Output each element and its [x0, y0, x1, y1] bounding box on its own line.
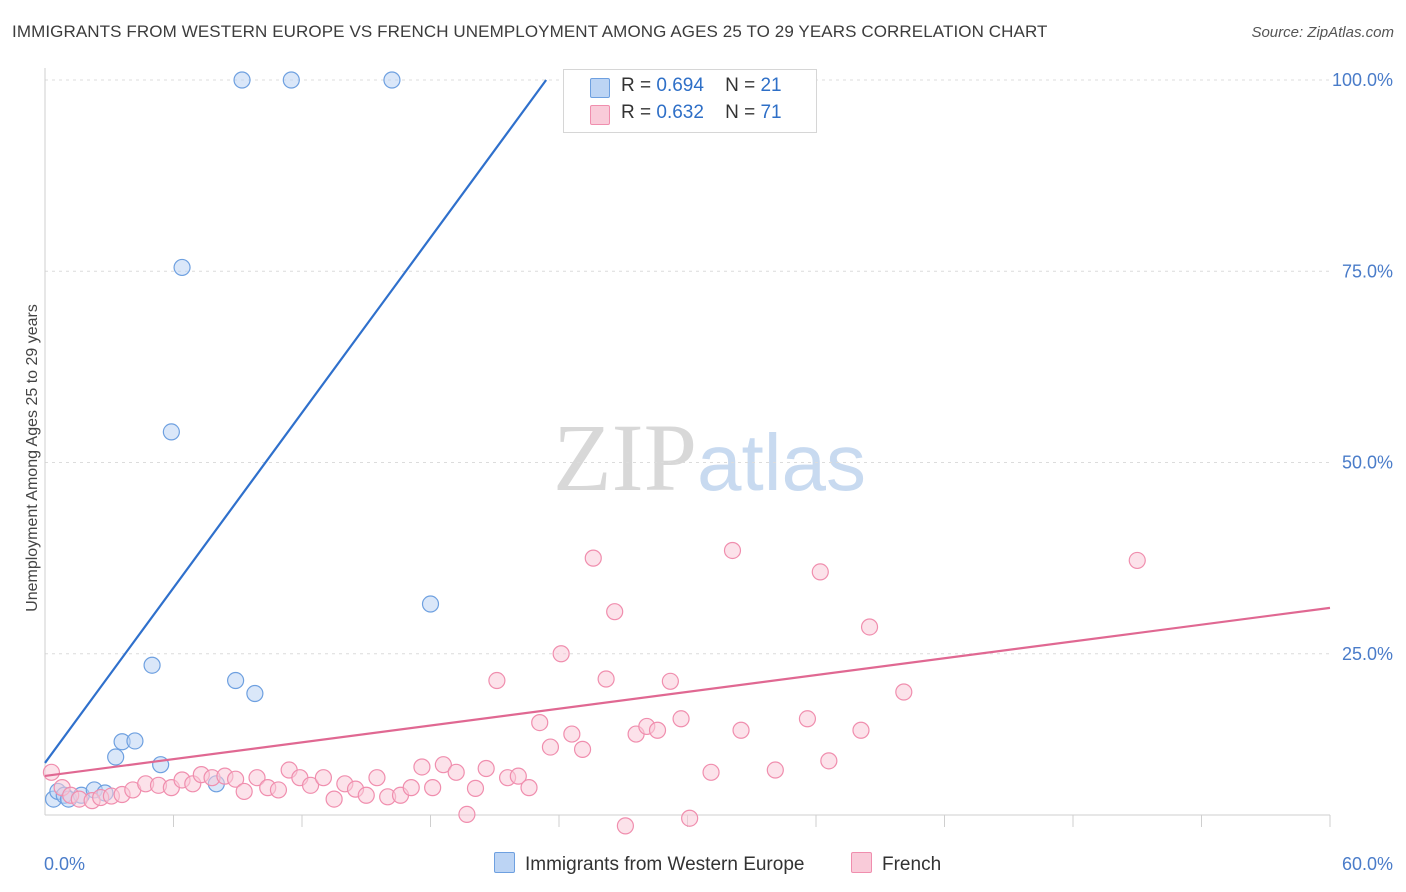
legend-n-value-western-europe: 21 — [760, 75, 782, 96]
legend-swatch-french — [590, 105, 610, 125]
data-points — [42, 71, 1146, 835]
point-french — [434, 756, 452, 774]
point-french — [541, 738, 560, 756]
point-french — [402, 779, 420, 797]
point-french — [531, 713, 549, 732]
point-french — [798, 710, 817, 728]
series-legend-french: French — [851, 852, 941, 876]
point-western-europe — [282, 71, 300, 89]
x-tick-label-max: 60.0% — [1342, 854, 1393, 874]
point-french — [616, 817, 634, 835]
point-french — [820, 752, 838, 770]
point-french — [766, 761, 784, 779]
point-western-europe — [162, 423, 180, 441]
point-french — [424, 779, 442, 797]
point-french — [732, 721, 750, 739]
point-french — [325, 790, 343, 808]
point-french — [552, 645, 570, 663]
series-swatch-french — [851, 852, 872, 873]
point-french — [235, 782, 253, 801]
point-french — [477, 759, 495, 778]
point-french — [227, 770, 245, 788]
point-french — [702, 763, 720, 781]
series-swatch-western-europe — [494, 852, 515, 873]
point-french — [301, 776, 320, 794]
point-french — [573, 740, 592, 758]
point-french — [520, 779, 538, 797]
legend-n-label: N = — [725, 102, 756, 123]
series-legend-western-europe: Immigrants from Western Europe — [494, 852, 804, 876]
point-french — [466, 779, 485, 797]
point-french — [458, 805, 476, 824]
legend-r-label: R = — [621, 102, 652, 123]
point-western-europe — [421, 595, 440, 613]
point-french — [488, 671, 506, 690]
point-french — [852, 721, 870, 739]
point-western-europe — [126, 732, 144, 750]
point-french — [606, 603, 624, 621]
point-western-europe — [173, 258, 191, 277]
y-tick-label-75: 75.0% — [1342, 261, 1393, 281]
point-french — [269, 781, 288, 799]
point-western-europe — [143, 656, 161, 674]
point-french — [314, 769, 333, 787]
point-french — [648, 721, 667, 739]
point-french — [357, 786, 375, 804]
y-axis-label: Unemployment Among Ages 25 to 29 years — [24, 304, 41, 612]
series-label-french: French — [882, 854, 942, 875]
legend-r-value-french: 0.632 — [656, 102, 704, 123]
point-french — [1128, 551, 1146, 570]
legend-r-value-western-europe: 0.694 — [656, 75, 704, 96]
point-french — [723, 541, 742, 560]
legend-r-label: R = — [621, 75, 652, 96]
point-western-europe — [107, 748, 125, 766]
point-french — [811, 563, 829, 581]
trend-lines — [44, 79, 1331, 778]
correlation-legend: R = 0.694 N = 21 R = 0.632 N = 71 — [563, 69, 817, 133]
legend-swatch-western-europe — [590, 78, 610, 98]
point-western-europe — [227, 671, 245, 690]
y-tick-label-100: 100.0% — [1332, 70, 1393, 90]
point-french — [509, 767, 527, 785]
source-credit: Source: ZipAtlas.com — [1251, 24, 1394, 41]
point-french — [248, 769, 266, 787]
legend-n-value-french: 71 — [760, 102, 782, 123]
point-french — [563, 725, 581, 743]
point-french — [413, 758, 431, 776]
point-french — [661, 672, 679, 690]
point-western-europe — [233, 71, 251, 89]
point-french — [672, 710, 690, 728]
y-tick-label-25: 25.0% — [1342, 644, 1393, 664]
y-tick-label-50: 50.0% — [1342, 453, 1393, 473]
trend-line-western-europe — [44, 79, 548, 764]
point-french — [368, 769, 386, 787]
point-french — [681, 809, 699, 827]
point-french — [42, 763, 61, 781]
point-french — [597, 670, 615, 688]
trend-line-french — [44, 606, 1331, 778]
x-tick-label-min: 0.0% — [44, 854, 85, 874]
point-french — [895, 683, 913, 701]
series-label-western-europe: Immigrants from Western Europe — [525, 854, 805, 875]
watermark-zip: ZIP — [553, 404, 697, 511]
point-western-europe — [383, 71, 401, 89]
point-french — [860, 618, 879, 636]
legend-n-label: N = — [725, 75, 756, 96]
point-french — [447, 763, 465, 781]
chart-title: IMMIGRANTS FROM WESTERN EUROPE VS FRENCH… — [12, 22, 1048, 41]
tick-labels: 25.0% 50.0% 75.0% 100.0% 0.0% 60.0% — [44, 70, 1393, 874]
point-french — [584, 549, 602, 567]
point-western-europe — [246, 684, 264, 703]
